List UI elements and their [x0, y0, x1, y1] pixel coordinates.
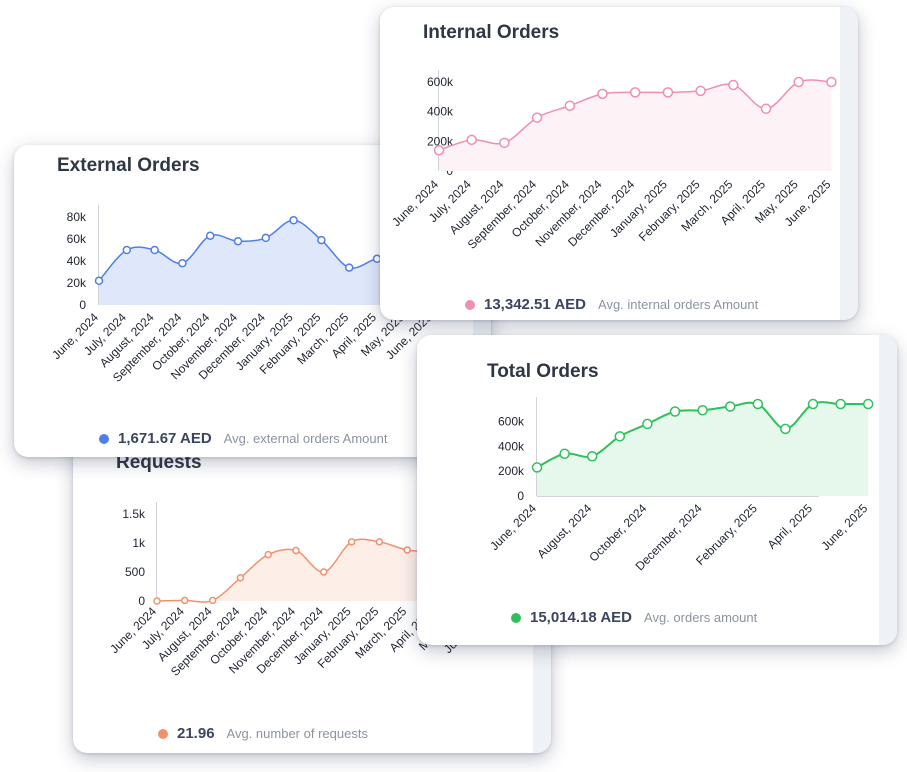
total-y-tick-label: 600k [498, 414, 525, 428]
internal-data-point [564, 100, 576, 111]
total-x-tick-label: June, 2025 [818, 501, 870, 553]
requests-data-point [403, 546, 411, 554]
total-data-point [559, 448, 570, 459]
external-y-tick-label: 60k [67, 232, 87, 246]
internal-stat-label: Avg. internal orders Amount [598, 297, 759, 312]
requests-data-point [264, 550, 272, 559]
requests-title: Requests [116, 452, 202, 473]
total-x-tick-label: August, 2024 [534, 501, 594, 561]
external-y-tick-label: 40k [67, 254, 87, 268]
requests-data-point [181, 596, 189, 605]
external-legend-dot [99, 433, 109, 444]
total-stat: 15,014.18 AED [530, 609, 633, 626]
external-data-point [150, 245, 159, 255]
total-stat-label: Avg. orders amount [644, 610, 758, 625]
internal-data-point [826, 76, 837, 88]
internal-area [439, 80, 832, 171]
internal-y-tick-label: 400k [427, 105, 454, 119]
requests-stat: 21.96 [177, 725, 215, 742]
internal-data-point [433, 144, 445, 156]
external-data-point [317, 235, 326, 245]
external-data-point [178, 258, 187, 268]
internal-y-tick-label: 200k [427, 134, 454, 148]
internal-data-point [662, 87, 674, 98]
total-data-point [807, 398, 819, 410]
total-data-point [780, 423, 791, 435]
requests-y-tick-label: 500 [125, 565, 145, 579]
total-data-point [862, 398, 874, 410]
external-data-point [344, 263, 354, 272]
requests-y-tick-label: 1k [132, 536, 146, 550]
internal-orders-title: Internal Orders [423, 22, 560, 43]
internal-data-point [466, 134, 477, 146]
total-y-tick-label: 400k [498, 439, 525, 453]
external-data-point [205, 231, 215, 240]
requests-footer: 21.96 Avg. number of requests [158, 725, 368, 742]
requests-data-point [153, 597, 161, 605]
total-data-point [642, 418, 653, 430]
internal-data-point [531, 112, 543, 123]
internal-data-point [760, 103, 772, 114]
total-data-point [752, 398, 764, 410]
total-orders-card: Total Orders 0 200k 400k 600k June, 2024 Augu… [417, 335, 897, 645]
external-stat: 1,671.67 AED [118, 430, 212, 447]
total-legend-dot [511, 612, 521, 623]
requests-y-tick-label: 0 [138, 594, 145, 608]
total-x-tick-label: June, 2024 [487, 501, 539, 553]
internal-orders-footer: 13,342.51 AED Avg. internal orders Amoun… [465, 296, 758, 313]
total-data-point [586, 450, 598, 462]
requests-area [157, 539, 491, 603]
requests-y-tick-label: 1.5k [122, 507, 146, 521]
internal-stat: 13,342.51 AED [484, 296, 587, 313]
external-data-point [94, 276, 104, 286]
external-orders-title: External Orders [57, 155, 200, 176]
internal-data-point [629, 87, 641, 98]
internal-data-point [793, 76, 804, 88]
external-data-point [233, 236, 243, 246]
total-orders-title: Total Orders [487, 361, 599, 382]
requests-stat-label: Avg. number of requests [226, 726, 368, 741]
internal-y-tick-label: 600k [427, 75, 454, 89]
total-area [537, 402, 869, 496]
total-y-tick-label: 0 [517, 489, 524, 503]
requests-data-point [236, 574, 245, 582]
total-data-point [835, 398, 846, 410]
internal-data-point [728, 79, 739, 91]
external-data-point [122, 245, 132, 255]
total-data-point [724, 401, 736, 412]
external-y-tick-label: 20k [67, 276, 87, 290]
internal-data-point [597, 88, 608, 100]
total-x-tick-label: April, 2025 [765, 501, 816, 552]
external-area [99, 220, 433, 305]
requests-data-point [347, 538, 356, 546]
external-y-tick-label: 80k [67, 210, 87, 224]
total-data-point [614, 431, 626, 442]
requests-data-point [375, 538, 384, 546]
external-orders-footer: 1,671.67 AED Avg. external orders Amount [99, 430, 387, 447]
total-data-point [669, 406, 681, 417]
internal-data-point [499, 137, 510, 149]
internal-data-point [695, 85, 706, 97]
requests-data-point [320, 568, 328, 576]
requests-data-point [208, 596, 217, 605]
total-y-tick-label: 200k [498, 464, 525, 478]
external-data-point [289, 216, 298, 225]
internal-legend-dot [465, 299, 475, 310]
total-orders-footer: 15,014.18 AED Avg. orders amount [511, 609, 757, 626]
total-data-point [531, 462, 543, 473]
total-data-point [697, 404, 708, 416]
requests-data-point [292, 546, 300, 555]
requests-legend-dot [158, 728, 168, 739]
external-y-tick-label: 0 [79, 298, 86, 312]
external-data-point [261, 233, 271, 243]
external-orders-card: External Orders 0 20k 40k 60k 80k June, 2024 J… [14, 145, 491, 457]
external-stat-label: Avg. external orders Amount [223, 431, 388, 446]
